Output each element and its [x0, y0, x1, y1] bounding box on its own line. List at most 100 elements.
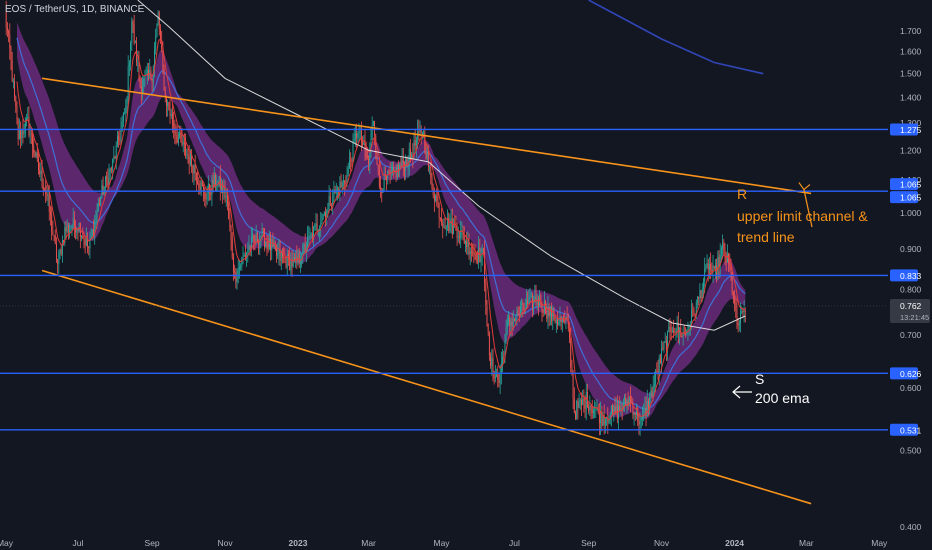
candle-body: [27, 116, 29, 119]
candle-body: [711, 269, 713, 273]
candle-body: [32, 134, 33, 147]
candle-body: [199, 186, 201, 191]
candle-body: [703, 281, 704, 289]
candle-body: [548, 307, 550, 317]
candle-body: [246, 252, 248, 257]
candle-body: [274, 243, 276, 249]
long-ma-line: [588, 0, 764, 75]
x-tick-label: Nov: [654, 538, 670, 548]
candle-body: [33, 146, 35, 153]
candle-body: [91, 229, 93, 237]
candle-body: [96, 211, 98, 219]
candle-body: [530, 294, 532, 296]
candle-body: [708, 264, 710, 271]
price-tag: [890, 123, 918, 136]
candle-body: [475, 254, 477, 261]
candle-body: [725, 257, 727, 263]
candle-body: [218, 175, 220, 181]
price-tag: [890, 178, 918, 191]
candle-body: [594, 409, 596, 411]
candle-body: [182, 141, 184, 145]
candle-body: [100, 196, 102, 205]
candle-body: [134, 42, 136, 44]
candle-body: [375, 135, 377, 153]
candle-body: [61, 240, 63, 255]
candle-body: [149, 69, 151, 76]
candle-body: [146, 69, 148, 75]
candle-body: [130, 43, 132, 64]
candle-body: [691, 309, 692, 325]
candle-body: [12, 81, 14, 83]
candle-body: [204, 189, 206, 199]
candle-body: [284, 257, 286, 259]
candle-body: [681, 336, 683, 338]
candle-body: [604, 418, 606, 425]
candle-body: [189, 153, 191, 165]
candle-body: [59, 249, 61, 253]
candle-body: [198, 183, 200, 187]
candle-body: [598, 412, 600, 424]
candle-body: [51, 214, 53, 232]
candle-body: [70, 228, 72, 230]
candle-body: [669, 326, 671, 328]
candle-body: [657, 371, 659, 374]
candle-body: [673, 331, 675, 333]
candle-body: [315, 223, 317, 225]
candle-body: [154, 49, 155, 67]
candle-body: [46, 194, 48, 196]
candle-body: [482, 248, 484, 252]
candle-body: [581, 400, 582, 406]
candle-body: [52, 231, 54, 236]
candle-body: [503, 357, 505, 359]
candle-body: [24, 121, 26, 133]
candle-body: [412, 154, 414, 159]
y-tick-label: 1.500: [900, 69, 922, 79]
candle-body: [266, 241, 268, 245]
candle-body: [6, 27, 8, 32]
ema-ribbon: [17, 22, 746, 420]
candle-body: [283, 256, 285, 258]
candle-body: [540, 295, 542, 307]
candle-body: [663, 342, 665, 350]
candle-body: [551, 307, 553, 321]
candle-body: [60, 249, 62, 255]
candle-body: [521, 302, 523, 307]
candle-body: [426, 151, 428, 159]
candle-body: [625, 397, 627, 407]
candle-body: [229, 218, 231, 228]
candle-body: [320, 223, 322, 229]
candle-body: [308, 236, 310, 238]
candle-body: [243, 255, 245, 257]
candle-body: [180, 132, 182, 140]
candle-body: [705, 266, 707, 269]
candle-body: [331, 205, 332, 207]
candle-body: [99, 203, 100, 205]
candle-body: [388, 170, 390, 174]
candle-body: [506, 320, 508, 328]
candle-body: [340, 182, 342, 187]
candle-body: [439, 218, 441, 220]
candle-body: [20, 129, 21, 139]
candle-body: [383, 173, 385, 191]
candle-body: [492, 357, 494, 373]
candle-body: [191, 153, 193, 166]
candle-body: [674, 332, 676, 334]
candle-body: [260, 235, 262, 237]
candle-body: [256, 232, 258, 242]
candle-body: [592, 410, 594, 414]
candle-body: [570, 338, 572, 367]
candle-body: [215, 174, 216, 187]
candle-body: [236, 277, 238, 283]
candle-body: [316, 223, 318, 231]
candle-body: [469, 251, 471, 255]
candle-body: [49, 211, 51, 215]
candle-body: [158, 12, 160, 29]
candle-body: [322, 214, 324, 220]
candle-body: [131, 21, 133, 44]
candle-body: [183, 141, 185, 145]
candle-body: [339, 182, 341, 196]
candle-body: [588, 406, 590, 411]
candle-body: [356, 133, 358, 138]
candle-body: [612, 405, 614, 413]
